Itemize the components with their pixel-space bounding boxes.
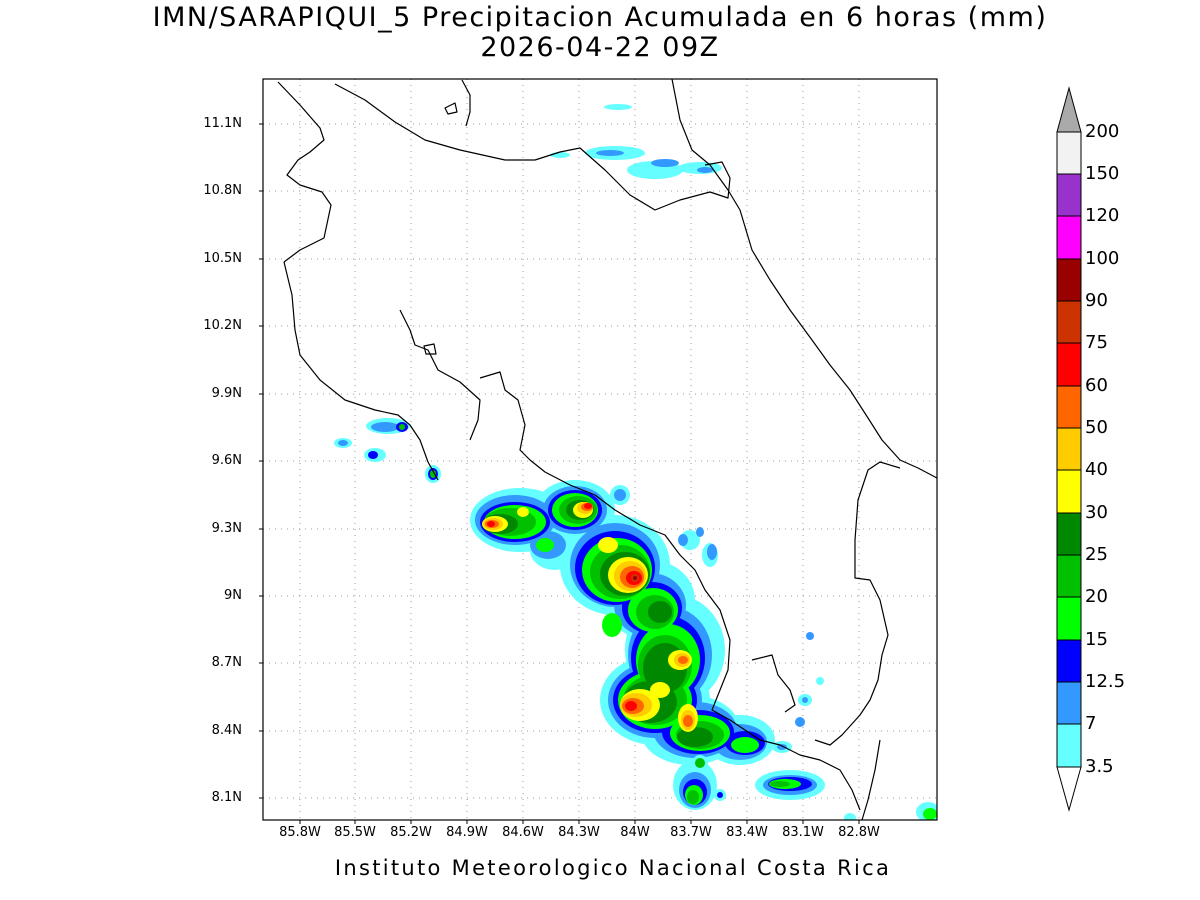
credit-text: Instituto Meteorologico Nacional Costa R… <box>334 856 892 880</box>
lon-label: 83.4W <box>726 825 768 840</box>
colorbar-label: 50 <box>1085 417 1108 438</box>
colorbar-label: 3.5 <box>1085 756 1114 777</box>
colorbar-swatch-25-30 <box>1056 512 1082 556</box>
colorbar-label: 90 <box>1085 290 1108 311</box>
colorbar-label: 150 <box>1085 163 1120 184</box>
precipitation-field <box>334 104 937 820</box>
colorbar-over-arrow <box>1056 86 1082 133</box>
lat-label: 11.1N <box>203 116 242 131</box>
colorbar-label: 120 <box>1085 205 1120 226</box>
colorbar-swatch-120-150 <box>1056 173 1082 217</box>
map-frame <box>262 78 938 821</box>
lon-label: 84.6W <box>502 825 544 840</box>
colorbar-swatch-150-200 <box>1056 131 1082 175</box>
map-title: IMN/SARAPIQUI_5 Precipitacion Acumulada … <box>152 2 1048 33</box>
axis-ticks <box>259 123 860 824</box>
colorbar-swatch-20-25 <box>1056 554 1082 598</box>
lat-label: 10.5N <box>203 251 242 266</box>
colorbar-swatch-40-50 <box>1056 427 1082 471</box>
colorbar-swatch-7-12.5 <box>1056 681 1082 725</box>
colorbar-swatch-100-120 <box>1056 215 1082 260</box>
colorbar-label: 200 <box>1085 121 1120 142</box>
lat-label: 8.4N <box>211 723 242 738</box>
lon-label: 85.2W <box>390 825 432 840</box>
colorbar-label: 100 <box>1085 248 1120 269</box>
colorbar-under-arrow <box>1056 766 1082 812</box>
colorbar-swatch-50-60 <box>1056 385 1082 429</box>
lon-label: 84.9W <box>446 825 488 840</box>
map-grid <box>263 79 937 820</box>
lat-label: 9.3N <box>211 521 242 536</box>
colorbar-swatch-90-100 <box>1056 258 1082 302</box>
lon-label: 85.5W <box>334 825 376 840</box>
lon-label: 84W <box>620 825 650 840</box>
colorbar-swatch-12.5-15 <box>1056 639 1082 683</box>
colorbar-label: 60 <box>1085 375 1108 396</box>
colorbar <box>1056 86 1082 812</box>
lat-label: 10.8N <box>203 183 242 198</box>
colorbar-label: 15 <box>1085 629 1108 650</box>
colorbar-label: 30 <box>1085 502 1108 523</box>
lon-label: 83.1W <box>782 825 824 840</box>
colorbar-swatch-3.5-7 <box>1056 723 1082 768</box>
lat-label: 9N <box>224 588 242 603</box>
map-subtitle-date: 2026-04-22 09Z <box>480 32 720 63</box>
colorbar-swatch-15-20 <box>1056 596 1082 641</box>
colorbar-label: 20 <box>1085 586 1108 607</box>
lon-label: 83.7W <box>670 825 712 840</box>
colorbar-swatch-75-90 <box>1056 300 1082 344</box>
lon-label: 85.8W <box>279 825 321 840</box>
colorbar-swatch-30-40 <box>1056 469 1082 514</box>
lon-label: 84.3W <box>558 825 600 840</box>
coastline <box>277 79 937 820</box>
lat-label: 8.7N <box>211 655 242 670</box>
lat-label: 8.1N <box>211 790 242 805</box>
colorbar-label: 40 <box>1085 459 1108 480</box>
colorbar-label: 25 <box>1085 544 1108 565</box>
colorbar-label: 75 <box>1085 332 1108 353</box>
lat-label: 10.2N <box>203 318 242 333</box>
lon-label: 82.8W <box>838 825 880 840</box>
colorbar-swatch-60-75 <box>1056 342 1082 387</box>
lat-label: 9.9N <box>211 386 242 401</box>
colorbar-label: 12.5 <box>1085 671 1126 692</box>
colorbar-label: 7 <box>1085 713 1097 734</box>
lat-label: 9.6N <box>211 453 242 468</box>
